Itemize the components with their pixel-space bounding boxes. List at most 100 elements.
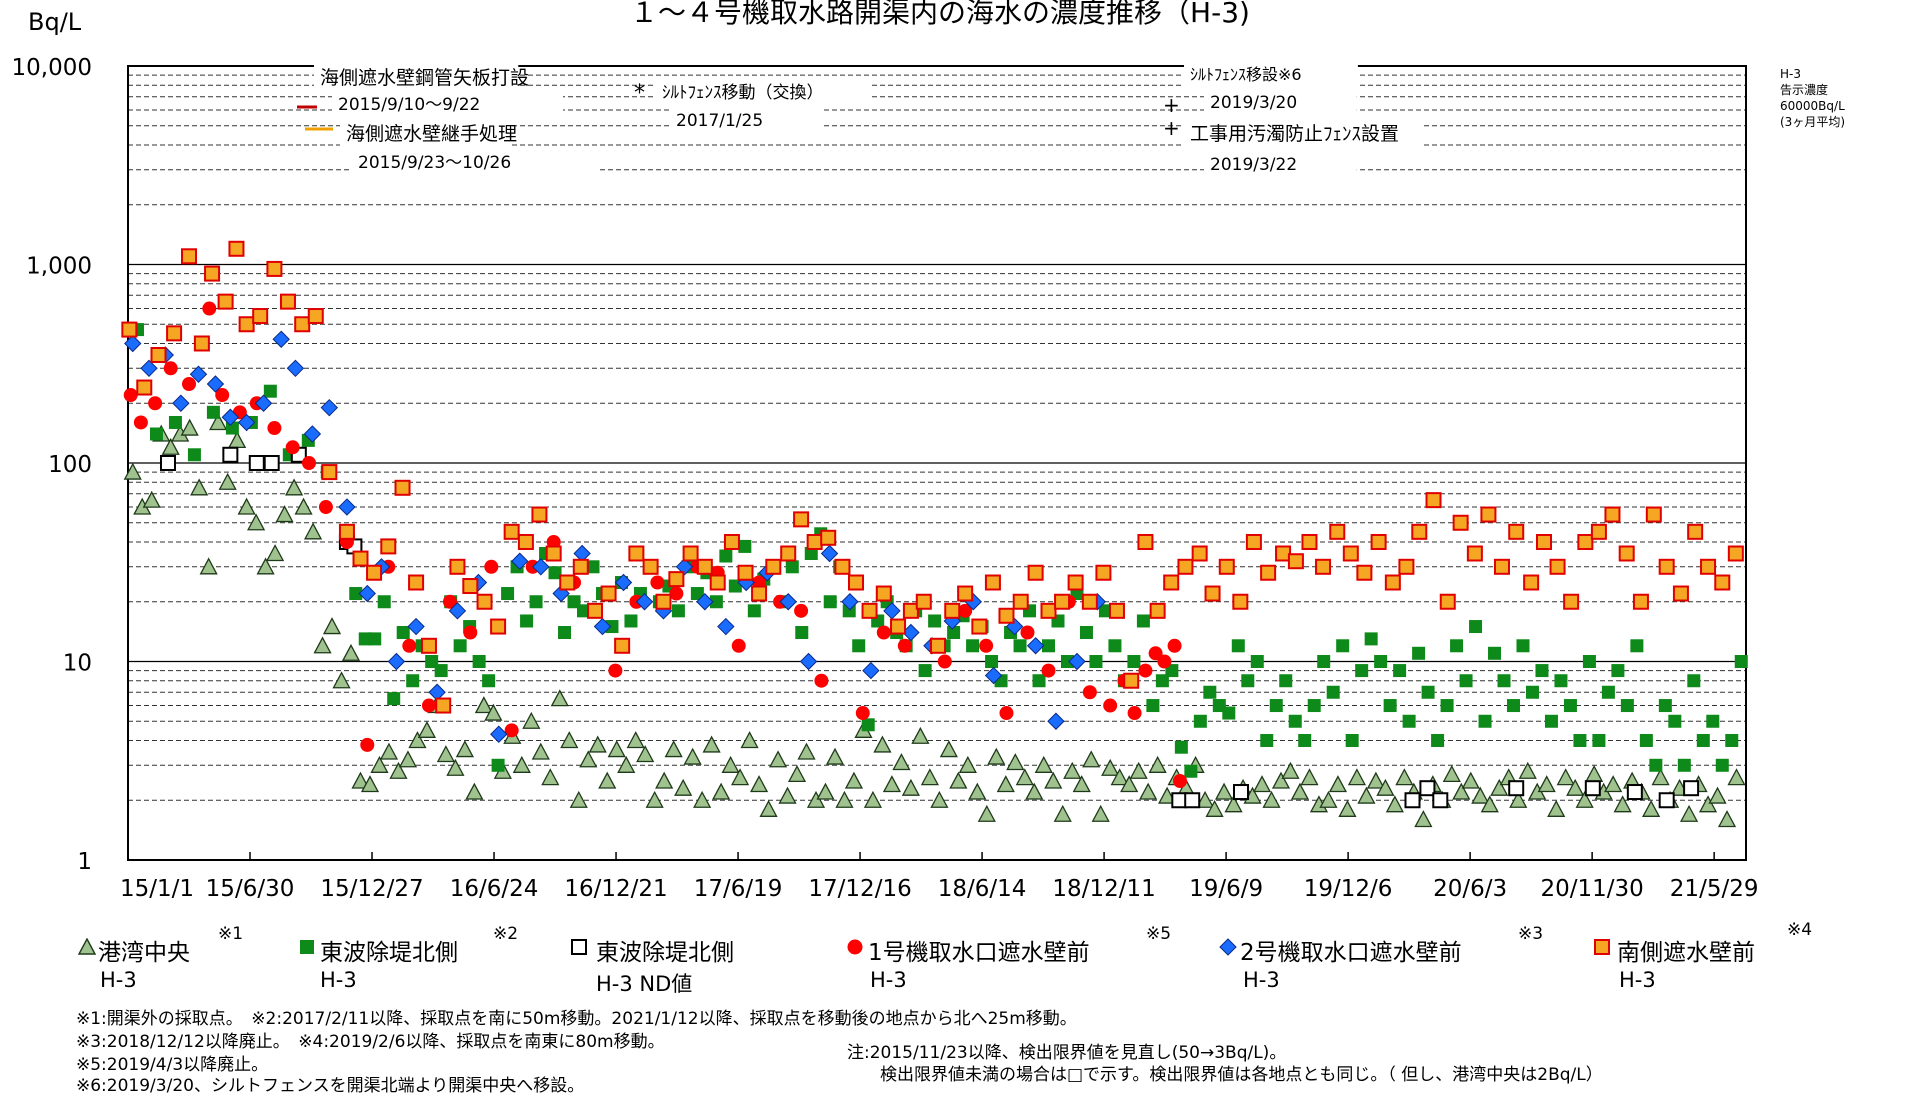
data-point xyxy=(1034,755,1053,773)
data-point xyxy=(166,325,183,342)
data-point xyxy=(1347,768,1367,786)
data-point xyxy=(1535,664,1549,678)
data-point xyxy=(182,377,197,392)
data-point xyxy=(435,697,452,714)
data-point xyxy=(1544,714,1558,728)
open-square-marker-icon xyxy=(571,939,587,955)
data-point xyxy=(820,544,839,563)
data-point xyxy=(847,574,864,591)
data-point xyxy=(971,618,988,635)
data-point xyxy=(1006,753,1025,771)
data-point xyxy=(890,618,907,635)
annotation-silt-relocate-bg xyxy=(1184,62,1358,86)
data-point xyxy=(351,771,370,789)
data-point xyxy=(579,750,598,768)
chart-title: １～４号機取水路開渠内の海水の濃度推移（H-3) xyxy=(630,0,1250,29)
data-point xyxy=(338,498,356,516)
data-point xyxy=(1563,699,1577,713)
data-point xyxy=(149,427,163,441)
data-point xyxy=(349,587,363,601)
data-point xyxy=(1067,574,1084,591)
data-point xyxy=(655,593,672,610)
data-point xyxy=(1329,523,1346,540)
data-point xyxy=(1098,604,1112,618)
data-point xyxy=(1319,790,1338,808)
data-point xyxy=(1079,625,1093,639)
x-tick-label: 15/6/30 xyxy=(206,876,295,902)
data-point xyxy=(1203,685,1217,699)
filled-square-marker-icon xyxy=(300,940,314,954)
data-point xyxy=(272,330,290,348)
data-point xyxy=(1604,506,1621,523)
data-point xyxy=(861,602,878,619)
data-point xyxy=(731,638,746,653)
data-point xyxy=(1328,775,1348,793)
data-point xyxy=(1566,778,1585,796)
data-point xyxy=(1364,632,1378,646)
annotation-silt-move-date-bg xyxy=(670,107,823,132)
data-point xyxy=(957,585,974,602)
data-point xyxy=(172,394,190,412)
data-point xyxy=(1342,545,1359,562)
data-point xyxy=(1683,780,1700,797)
data-point xyxy=(1450,639,1464,653)
data-point xyxy=(1250,655,1264,668)
data-point xyxy=(380,538,397,555)
data-point xyxy=(873,735,892,753)
legend-label-unit1-intake: 1号機取水口遮水壁前 xyxy=(868,940,1090,966)
data-point xyxy=(1509,790,1528,808)
legend-sub-unit1-intake: H-3 xyxy=(870,968,907,992)
data-point xyxy=(901,778,920,796)
data-point xyxy=(1081,593,1098,610)
data-point xyxy=(937,654,952,669)
data-point xyxy=(863,790,883,808)
x-tick-label: 16/6/24 xyxy=(450,876,539,902)
data-point xyxy=(1668,714,1682,728)
legend-sub-east-breakwater: H-3 xyxy=(320,968,357,992)
annotation-silt-relocate-date: 2019/3/20 xyxy=(1210,93,1297,113)
data-point xyxy=(1287,553,1304,570)
data-point xyxy=(1480,795,1499,813)
data-point xyxy=(1231,639,1245,653)
data-point xyxy=(1298,733,1312,747)
data-point xyxy=(1374,655,1388,668)
data-point xyxy=(1193,714,1207,728)
data-point xyxy=(1536,533,1553,550)
data-point xyxy=(263,384,277,398)
data-point xyxy=(709,595,723,609)
data-point xyxy=(352,550,369,567)
data-point xyxy=(1173,774,1188,789)
data-point xyxy=(1439,593,1456,610)
data-point xyxy=(751,585,768,602)
data-point xyxy=(417,720,437,738)
data-point xyxy=(1632,593,1649,610)
data-point xyxy=(1658,558,1675,575)
data-point xyxy=(318,500,333,515)
data-point xyxy=(1025,782,1044,800)
data-point xyxy=(228,240,245,257)
data-point xyxy=(1063,761,1082,779)
data-point xyxy=(723,533,740,550)
limit-note-line: 60000Bq/L xyxy=(1780,99,1845,113)
data-point xyxy=(1604,775,1623,793)
data-point xyxy=(1649,758,1663,772)
annotation-wall-pile-date-bg xyxy=(332,91,563,116)
data-point xyxy=(360,775,380,793)
silt-move-marker-icon: * xyxy=(634,81,645,106)
data-point xyxy=(1060,655,1074,668)
x-tick-label: 20/11/30 xyxy=(1540,876,1643,902)
data-point xyxy=(799,652,818,671)
data-point xyxy=(717,617,735,636)
data-point xyxy=(1679,804,1699,822)
data-point xyxy=(862,661,880,680)
data-point xyxy=(1645,506,1662,523)
data-point xyxy=(598,771,617,789)
data-point xyxy=(1315,558,1332,575)
data-point xyxy=(1245,533,1262,550)
data-point xyxy=(614,637,631,654)
series-group xyxy=(123,413,1746,828)
data-point xyxy=(1488,646,1502,660)
data-point xyxy=(320,398,339,417)
data-point xyxy=(1708,786,1727,804)
data-point xyxy=(915,593,932,610)
